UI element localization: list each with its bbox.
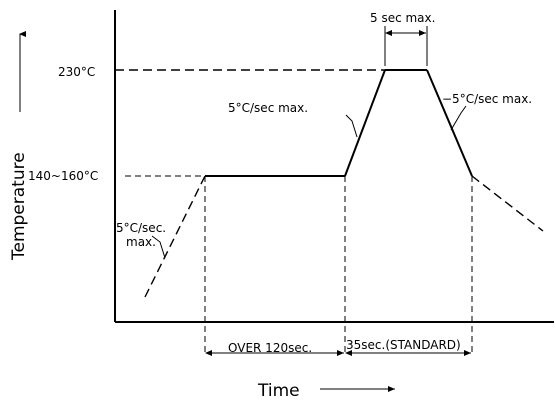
ramp-down-segment xyxy=(426,69,473,177)
initial-rise-rate-suffix: max. xyxy=(126,235,156,249)
initial-rise-segment xyxy=(144,175,206,298)
reflow-duration-label: 35sec.(STANDARD) xyxy=(346,338,461,352)
initial-rise-leader xyxy=(151,235,166,259)
preheat-duration-label: OVER 120sec. xyxy=(228,341,312,355)
preheat-temperature-label: 140~160°C xyxy=(28,169,98,183)
cooling-segment xyxy=(471,175,544,232)
ramp-down-leader xyxy=(450,105,467,131)
ramp-up-leader xyxy=(345,114,358,138)
ramp-up-segment xyxy=(344,69,386,177)
initial-rise-rate-label: 5°C/sec. xyxy=(116,221,166,235)
x-axis-title: Time xyxy=(257,381,300,401)
peak-hold-label: 5 sec max. xyxy=(370,11,435,25)
y-axis-title: Temperature xyxy=(9,152,29,261)
x-axis-title-group: Time xyxy=(257,381,395,401)
ramp-down-rate-label: −5°C/sec max. xyxy=(442,92,532,106)
y-axis-title-group: Temperature xyxy=(9,31,29,261)
peak-temperature-label: 230°C xyxy=(58,65,95,79)
ramp-up-rate-label: 5°C/sec max. xyxy=(228,101,308,115)
